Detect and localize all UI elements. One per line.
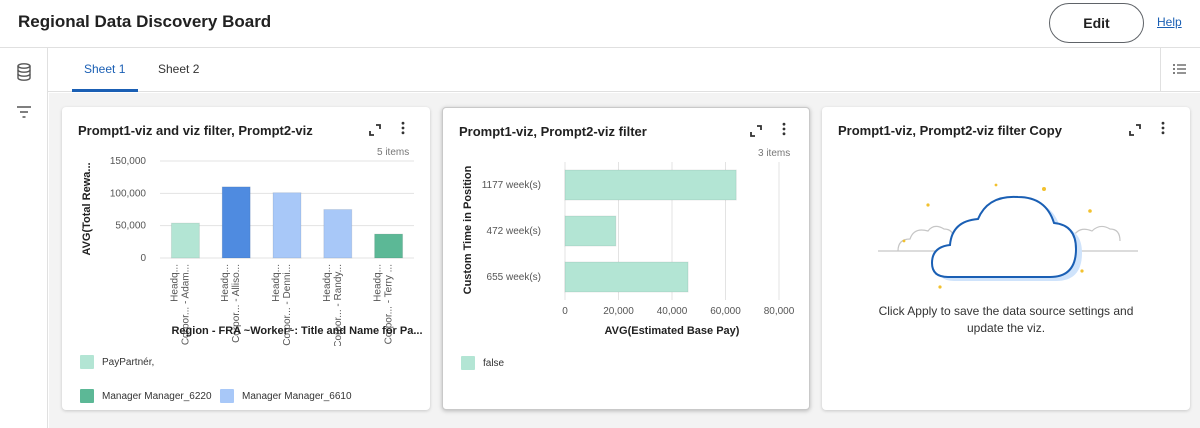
y-axis-title: AVG(Total Rewa... [81,162,93,255]
more-options-icon[interactable] [777,122,791,136]
items-count: 3 items [758,148,791,159]
x-tick-label: Corpor... - Terry ... [384,264,395,344]
x-tick-label: 40,000 [657,306,688,317]
legend-item[interactable]: PayPartnér, [80,355,154,369]
x-tick-label: Headq... [169,264,180,302]
edit-button[interactable]: Edit [1049,3,1144,43]
active-tab-indicator [72,89,138,92]
bar [374,233,404,259]
filter-icon[interactable] [14,102,34,122]
help-link[interactable]: Help [1157,15,1182,29]
legend-item[interactable]: false [461,356,504,370]
bar [564,215,617,247]
tabs-divider [1160,48,1161,92]
more-options-icon[interactable] [1156,121,1170,135]
viz-card-2[interactable]: Prompt1-viz, Prompt2-viz filter 3 items … [442,107,810,410]
more-options-icon[interactable] [396,121,410,135]
app-header: Regional Data Discovery Board Edit Help [0,0,1200,48]
bar [221,186,251,259]
card-title: Prompt1-viz and viz filter, Prompt2-viz [78,123,313,138]
bar [170,222,200,259]
y-tick-label: 0 [140,253,146,264]
page-title: Regional Data Discovery Board [18,12,272,31]
expand-icon[interactable] [368,123,382,137]
card-title: Prompt1-viz, Prompt2-viz filter [459,124,647,139]
x-tick-label: Corpor... - Randy... [333,264,344,346]
items-count: 5 items [377,147,410,158]
legend-swatch [461,356,475,370]
x-axis-title: AVG(Estimated Base Pay) [605,325,740,337]
cloud-illustration-icon [878,183,1138,289]
legend-label: PayPartnér, [102,356,155,368]
empty-state-message: Click Apply to save the data source sett… [878,304,1134,335]
bar [323,209,353,259]
x-tick-label: Headq... [373,264,384,302]
bar [564,261,689,293]
legend-label: Manager Manager_6220 [102,390,212,402]
legend-swatch [80,355,94,369]
y-tick-label: 1177 week(s) [482,180,541,191]
x-axis-title: Region - FRA ~Worker~: Title and Name fo… [171,325,422,337]
expand-icon[interactable] [749,124,763,138]
bar [564,169,737,201]
x-tick-label: 0 [562,306,568,317]
bar [272,192,302,259]
list-icon[interactable] [1172,62,1188,76]
y-tick-label: 150,000 [110,156,147,167]
x-tick-label: Corpor... - Alliso... [231,264,242,343]
card-title: Prompt1-viz, Prompt2-viz filter Copy [838,123,1062,138]
bar-chart-horizontal: 0 20,000 40,000 60,000 80,000 1177 week(s) 472… [462,162,795,337]
sheet-tabs: Sheet 1 Sheet 2 [48,48,1200,92]
viz-card-1[interactable]: Prompt1-viz and viz filter, Prompt2-viz … [62,107,430,410]
x-tick-label: Headq... [322,264,333,302]
viz-card-3[interactable]: Prompt1-viz, Prompt2-viz filter Copy Cli… [822,107,1190,410]
expand-icon[interactable] [1128,123,1142,137]
x-tick-label: Corpor... - Adam... [180,264,191,345]
x-tick-label: Headq... [220,264,231,302]
y-tick-label: 472 week(s) [487,226,541,237]
legend-item[interactable]: Manager Manager_6610 [220,389,352,403]
x-tick-label: 20,000 [603,306,634,317]
legend-swatch [220,389,234,403]
y-tick-label: 50,000 [115,221,146,232]
y-tick-label: 100,000 [110,188,147,199]
tab-sheet-2[interactable]: Sheet 2 [158,62,200,76]
x-tick-label: Headq... [271,264,282,302]
tab-sheet-1[interactable]: Sheet 1 [84,62,126,76]
legend-label: false [483,357,505,369]
database-icon[interactable] [14,62,34,82]
legend-swatch [80,389,94,403]
y-axis-title: Custom Time in Position [462,165,474,294]
x-tick-label: 80,000 [764,306,795,317]
legend-item[interactable]: Manager Manager_6220 [80,389,212,403]
x-tick-label: 60,000 [710,306,741,317]
x-tick-label: Corpor... - Denni... [282,264,293,346]
y-tick-label: 655 week(s) [487,272,541,283]
legend-label: Manager Manager_6610 [242,390,352,402]
left-rail [0,48,48,428]
